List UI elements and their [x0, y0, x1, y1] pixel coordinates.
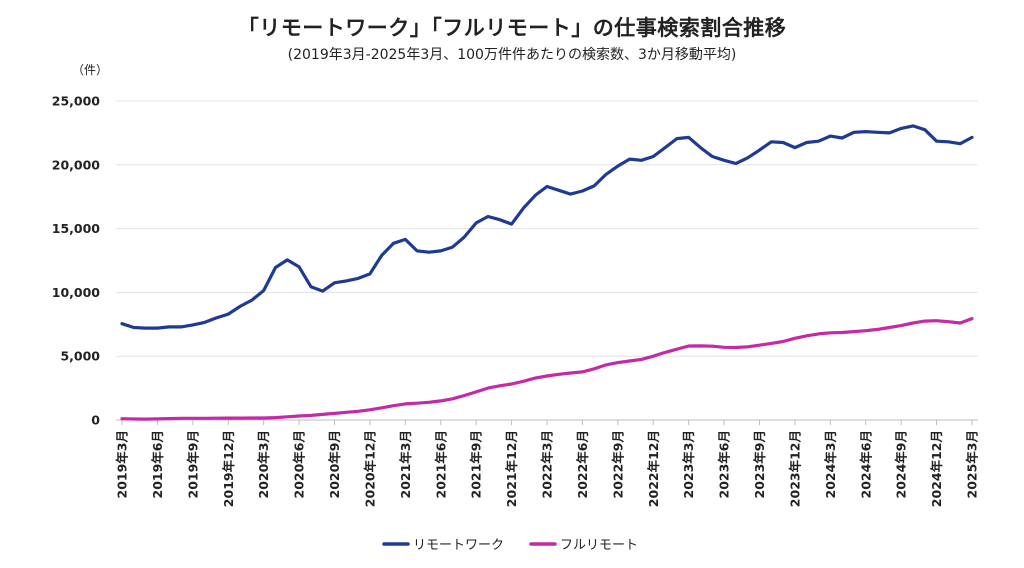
- x-tick-label: 2022年3月: [540, 430, 555, 499]
- y-tick-label: 20,000: [52, 157, 101, 172]
- legend: リモートワーク フルリモート: [382, 538, 638, 553]
- x-tick-label: 2023年12月: [787, 430, 802, 507]
- x-tick-label: 2020年9月: [327, 430, 342, 499]
- x-tick-label: 2023年9月: [752, 430, 767, 499]
- chart-subtitle: (2019年3月-2025年3月、100万件件あたりの検索数、3か月移動平均): [287, 47, 737, 63]
- series-lines: [120, 124, 974, 421]
- x-tick-label: 2019年9月: [185, 430, 200, 499]
- x-tick-label: 2024年12月: [929, 430, 944, 507]
- y-tick-label: 25,000: [52, 94, 101, 109]
- x-tick-label: 2022年6月: [575, 430, 590, 499]
- x-tick-label: 2021年6月: [433, 430, 448, 499]
- x-tick-label: 2019年12月: [221, 430, 236, 507]
- x-tick-label: 2021年12月: [504, 430, 519, 507]
- x-tick-label: 2020年6月: [292, 430, 307, 499]
- x-tick-label: 2019年6月: [150, 430, 165, 499]
- chart-title: 「リモートワーク」「フルリモート」の仕事検索割合推移: [237, 16, 787, 40]
- x-tick-label: 2022年9月: [610, 430, 625, 499]
- series-line-2: [120, 317, 974, 421]
- x-tick-label: 2021年3月: [398, 430, 413, 499]
- x-axis: 2019年3月 2019年6月 2019年9月 2019年12月 2020年3月 2020…: [115, 420, 980, 507]
- x-tick-label: 2019年3月: [115, 430, 130, 499]
- x-tick-label: 2020年3月: [256, 430, 271, 499]
- x-tick-label: 2021年9月: [469, 430, 484, 499]
- y-tick-label: 15,000: [52, 221, 101, 236]
- x-tick-label: 2023年3月: [681, 430, 696, 499]
- x-tick-label: 2024年9月: [894, 430, 909, 499]
- x-tick-label: 2024年6月: [858, 430, 873, 499]
- x-tick-label: 2020年12月: [362, 430, 377, 507]
- legend-label-1: リモートワーク: [413, 538, 504, 553]
- y-unit-label: （件）: [72, 63, 108, 77]
- x-tick-label: 2025年3月: [965, 430, 980, 499]
- x-tick-label: 2022年12月: [646, 430, 661, 507]
- x-tick-label: 2024年3月: [823, 430, 838, 499]
- y-tick-label: 5,000: [60, 349, 100, 364]
- y-tick-label: 0: [91, 413, 100, 428]
- x-tick-label: 2023年6月: [717, 430, 732, 499]
- grid-lines: [116, 100, 978, 421]
- legend-label-2: フルリモート: [560, 538, 638, 553]
- series-line-1: [120, 124, 974, 330]
- y-tick-label: 10,000: [52, 285, 101, 300]
- y-axis: 0 5,000 10,000 15,000 20,000 25,000: [52, 94, 101, 428]
